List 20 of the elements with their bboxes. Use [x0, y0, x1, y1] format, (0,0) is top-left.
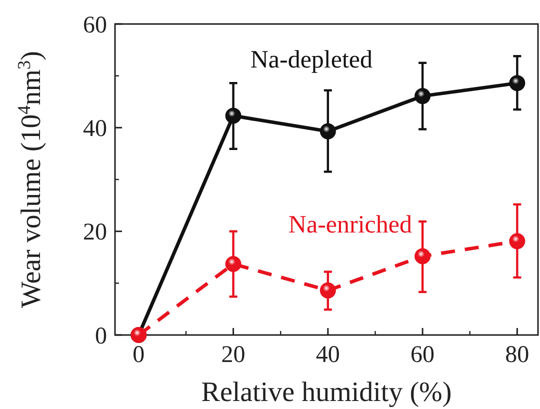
x-tick-label: 0	[132, 342, 145, 368]
point	[509, 75, 526, 92]
point	[509, 233, 526, 250]
x-tick-label: 80	[505, 342, 530, 368]
point	[320, 123, 336, 140]
x-axis-title: Relative humidity (%)	[201, 377, 452, 408]
series-label: Na-enriched	[288, 211, 412, 238]
point	[414, 248, 431, 264]
x-tick-label: 20	[221, 342, 246, 368]
point	[225, 108, 242, 124]
point	[320, 282, 336, 298]
x-tick-label: 60	[410, 342, 435, 368]
x-tick-label: 40	[316, 342, 340, 368]
series-label: Na-depleted	[250, 46, 374, 74]
y-tick-label: 60	[83, 12, 107, 38]
point	[414, 88, 431, 104]
y-tick-label: 40	[83, 116, 107, 142]
y-tick-label: 0	[95, 323, 107, 350]
y-tick-label: 20	[83, 220, 107, 246]
point	[225, 256, 242, 272]
